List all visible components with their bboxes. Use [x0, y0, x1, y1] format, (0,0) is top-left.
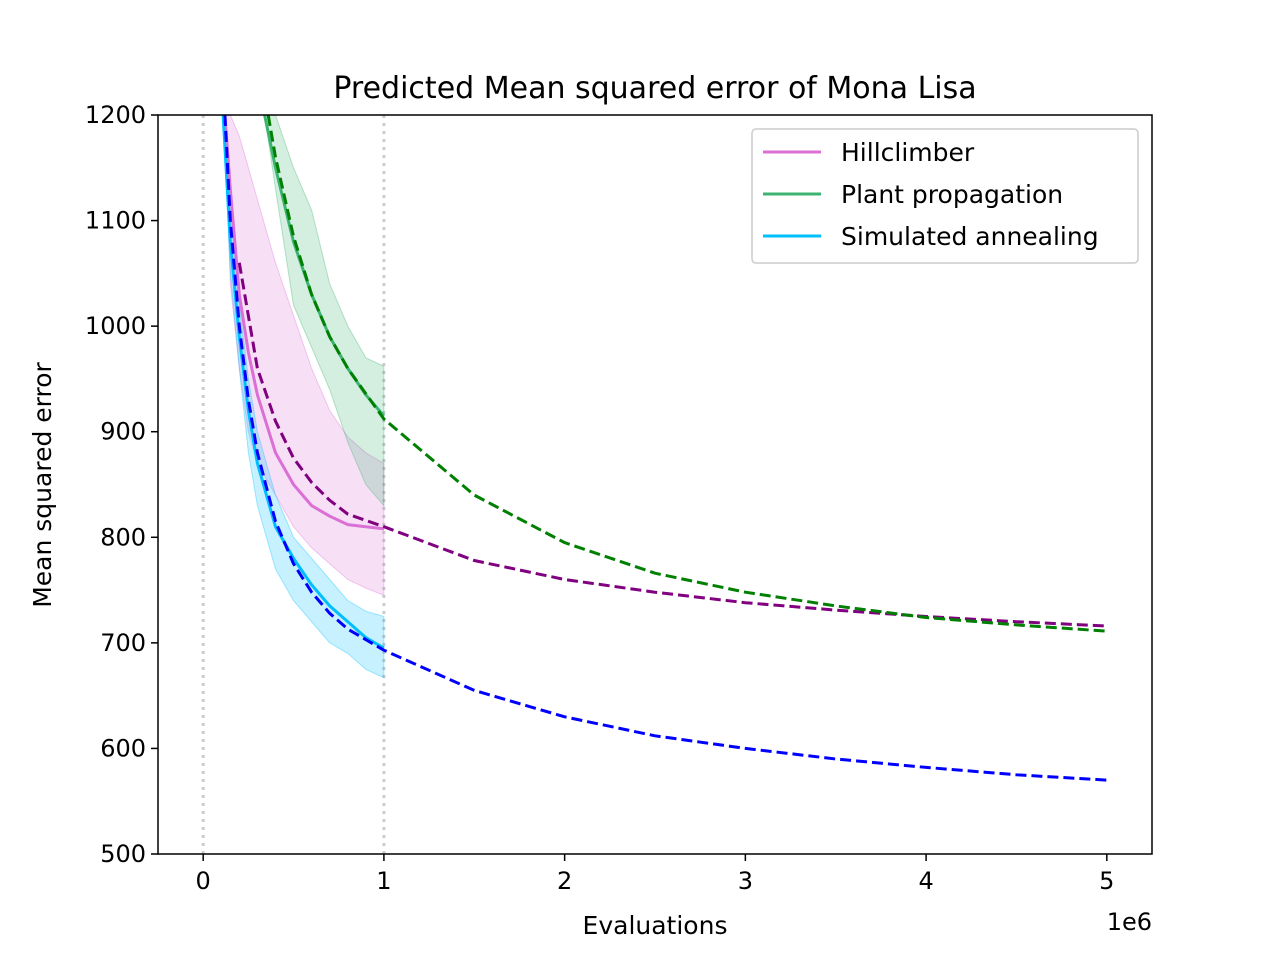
plant-propagation-fit-line: [266, 115, 1107, 633]
y-tick-label: 1100: [85, 207, 146, 235]
x-tick-label: 4: [918, 867, 933, 895]
y-tick-label: 700: [100, 629, 146, 657]
x-tick-label: 5: [1099, 867, 1114, 895]
x-tick-label: 0: [196, 867, 211, 895]
x-axis-label: Evaluations: [583, 911, 728, 940]
y-axis: 500 600 700 800 900 1000 1100 1200: [85, 101, 158, 868]
hillclimber-fit-line: [237, 262, 1107, 628]
y-tick-label: 600: [100, 734, 146, 762]
plot-frame: [157, 114, 1153, 855]
plant-propagation-band: [264, 115, 385, 507]
y-tick-label: 900: [100, 418, 146, 446]
x-tick-label: 3: [738, 867, 753, 895]
y-tick-label: 1200: [85, 101, 146, 129]
x-axis: 0 1 2 3 4 5: [196, 854, 1114, 895]
y-axis-label: Mean squared error: [28, 361, 57, 607]
plot-area: [201, 115, 1107, 854]
hillclimber-line: [223, 115, 385, 531]
y-tick-label: 800: [100, 523, 146, 551]
legend-box: [751, 128, 1139, 264]
x-tick-label: 2: [557, 867, 572, 895]
y-tick-label: 500: [100, 840, 146, 868]
x-offset-label: 1e6: [1107, 908, 1152, 936]
legend-label-simulated-annealing: Simulated annealing: [841, 222, 1099, 251]
chart-title: Predicted Mean squared error of Mona Lis…: [333, 71, 976, 106]
legend: Hillclimber Plant propagation Simulated an…: [751, 128, 1139, 264]
y-tick-label: 1000: [85, 312, 146, 340]
x-tick-label: 1: [376, 867, 391, 895]
legend-label-hillclimber: Hillclimber: [841, 138, 975, 167]
legend-label-plant-propagation: Plant propagation: [841, 180, 1063, 209]
